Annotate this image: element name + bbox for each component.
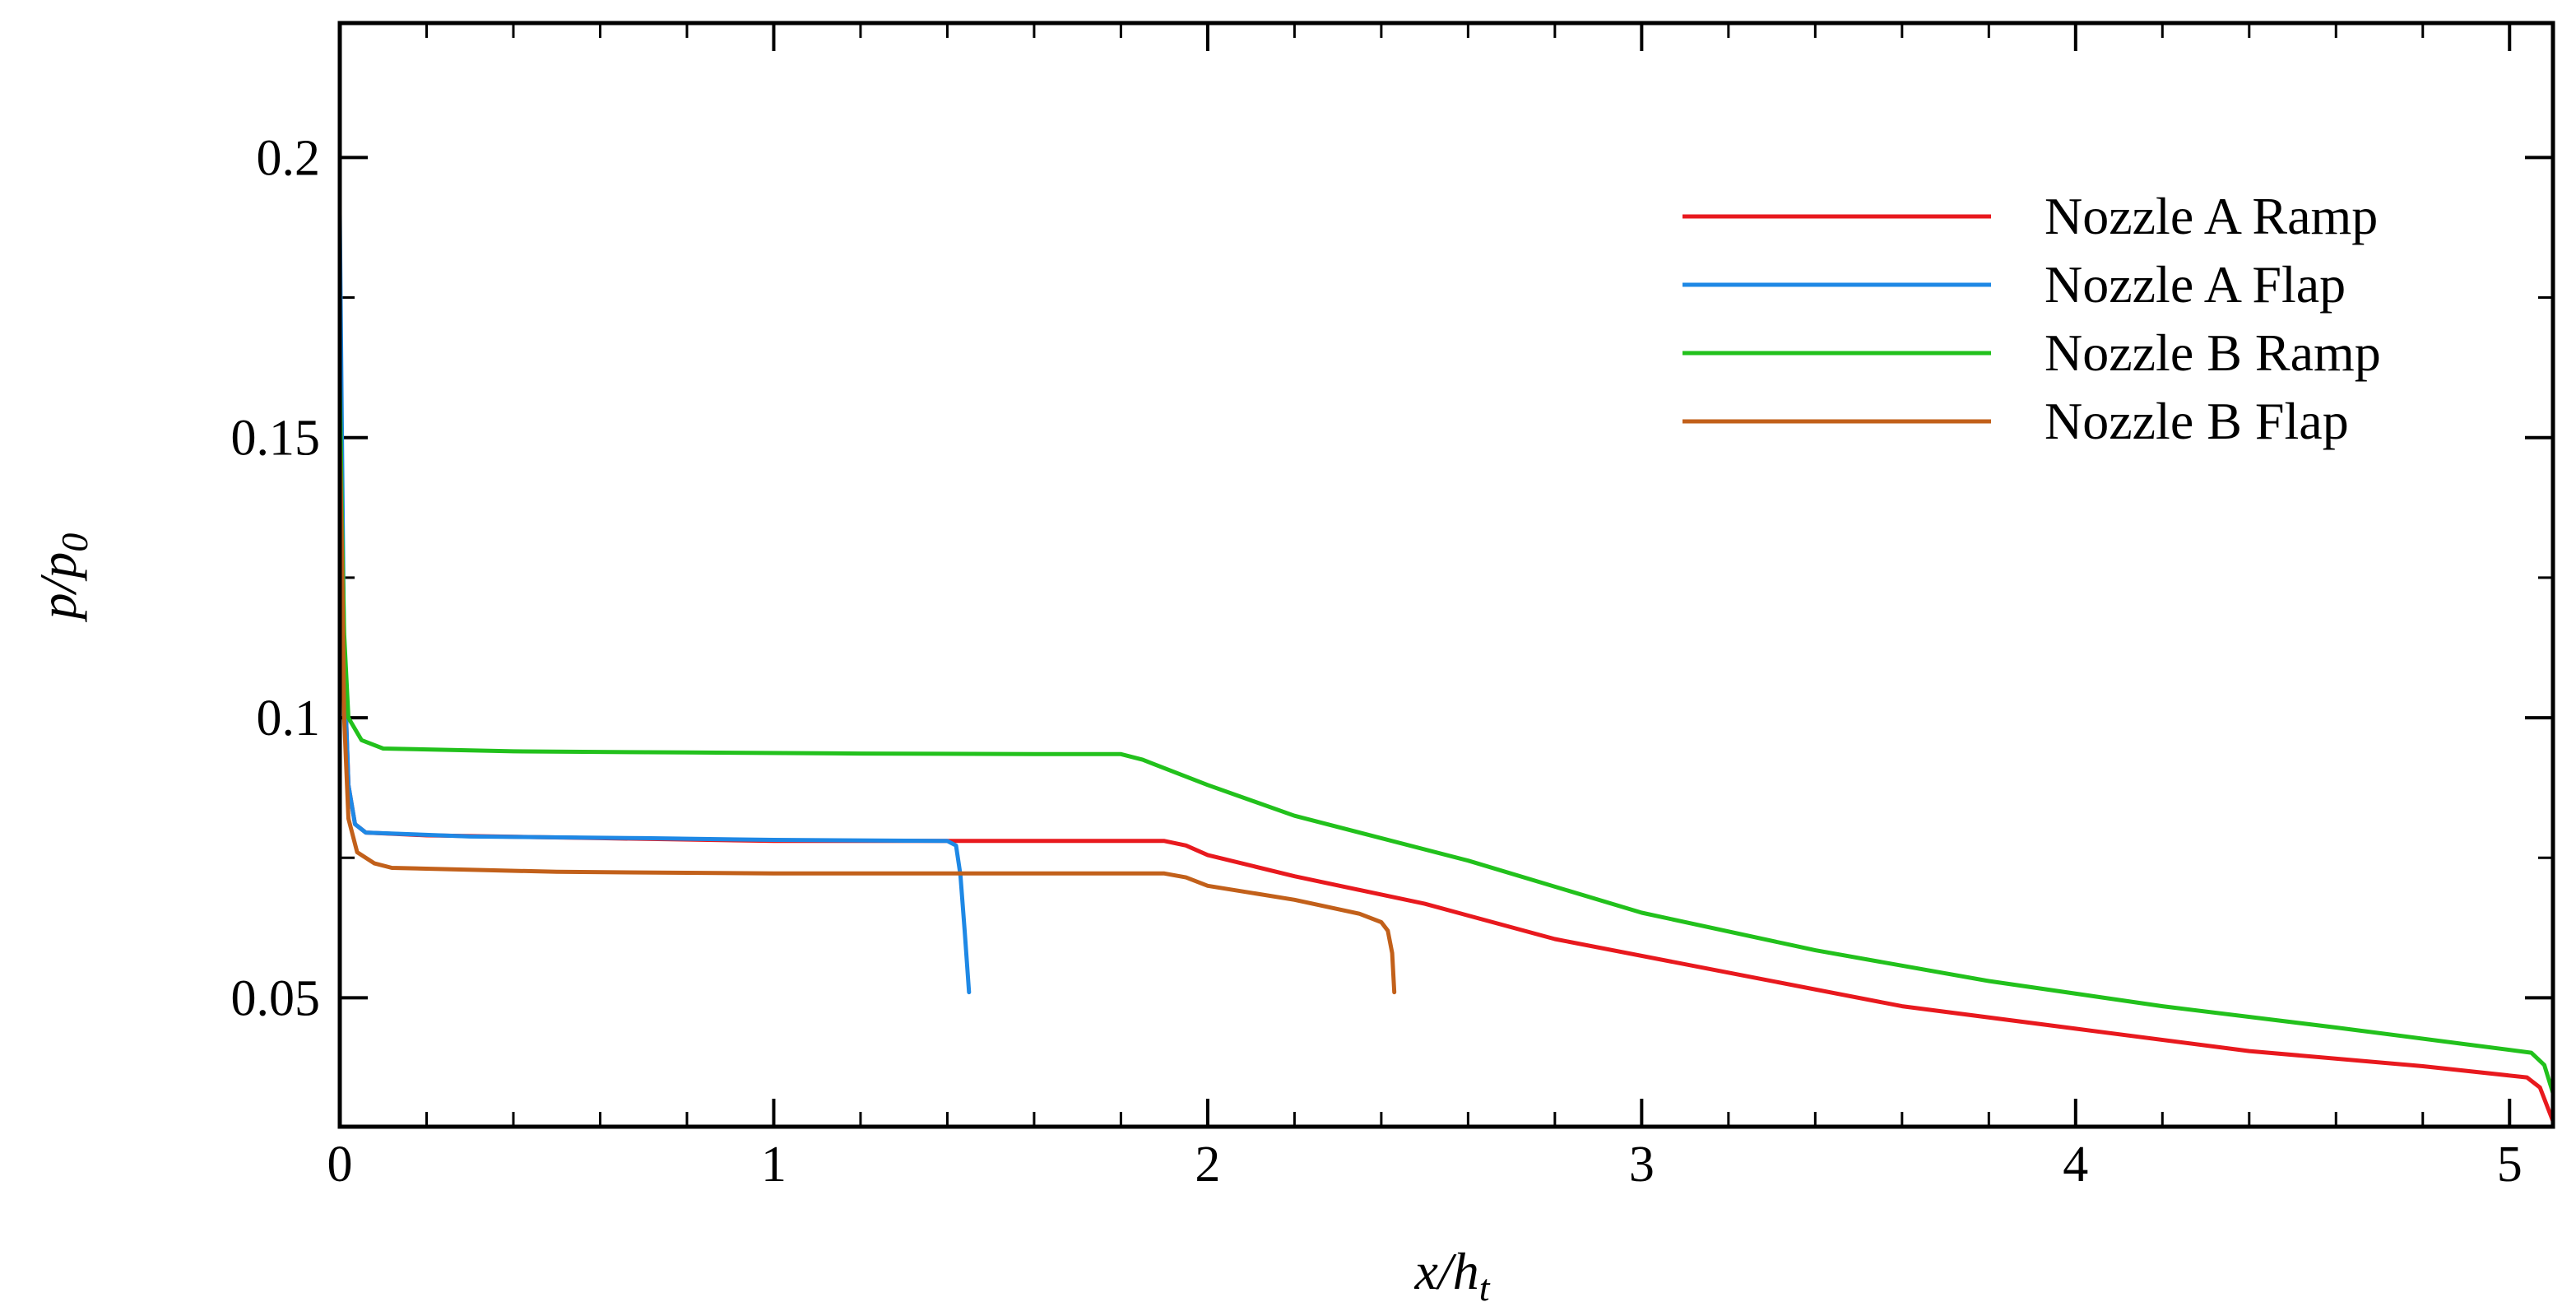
x-tick-labels: 0 1 2 3 4 5 [327, 1137, 2523, 1193]
x-tick-label: 2 [1195, 1137, 1220, 1193]
legend-label: Nozzle A Ramp [2045, 187, 2378, 245]
major-ticks [338, 23, 2553, 1127]
legend: Nozzle A Ramp Nozzle A Flap Nozzle B Ramp N… [1683, 187, 2381, 450]
y-tick-labels: 0.05 0.1 0.15 0.2 [231, 130, 321, 1026]
y-axis-label-base: p/p [29, 552, 87, 623]
x-tick-label: 4 [2063, 1137, 2088, 1193]
legend-label: Nozzle B Ramp [2045, 323, 2381, 382]
legend-label: Nozzle A Flap [2045, 255, 2346, 314]
x-tick-label: 0 [327, 1137, 353, 1193]
x-axis-label: x/ht [1414, 1242, 1491, 1302]
legend-label: Nozzle B Flap [2045, 392, 2349, 450]
y-tick-label: 0.1 [257, 691, 321, 746]
y-axis-label: p/p0 [29, 533, 95, 623]
x-tick-label: 3 [1629, 1137, 1655, 1193]
series-line-nozzle-b-ramp [337, 379, 2555, 1095]
y-tick-label: 0.15 [231, 411, 321, 467]
x-axis-label-base: x/h [1414, 1242, 1479, 1300]
y-axis-label-sub: 0 [53, 533, 95, 552]
y-tick-label: 0.05 [231, 970, 321, 1026]
x-axis-label-sub: t [1479, 1267, 1491, 1302]
plot-frame [337, 21, 2555, 1129]
x-tick-label: 5 [2497, 1137, 2523, 1193]
series-lines [337, 211, 2555, 1123]
x-tick-label: 1 [761, 1137, 787, 1193]
series-line-nozzle-b-flap [337, 435, 1397, 995]
y-tick-label: 0.2 [257, 130, 321, 186]
